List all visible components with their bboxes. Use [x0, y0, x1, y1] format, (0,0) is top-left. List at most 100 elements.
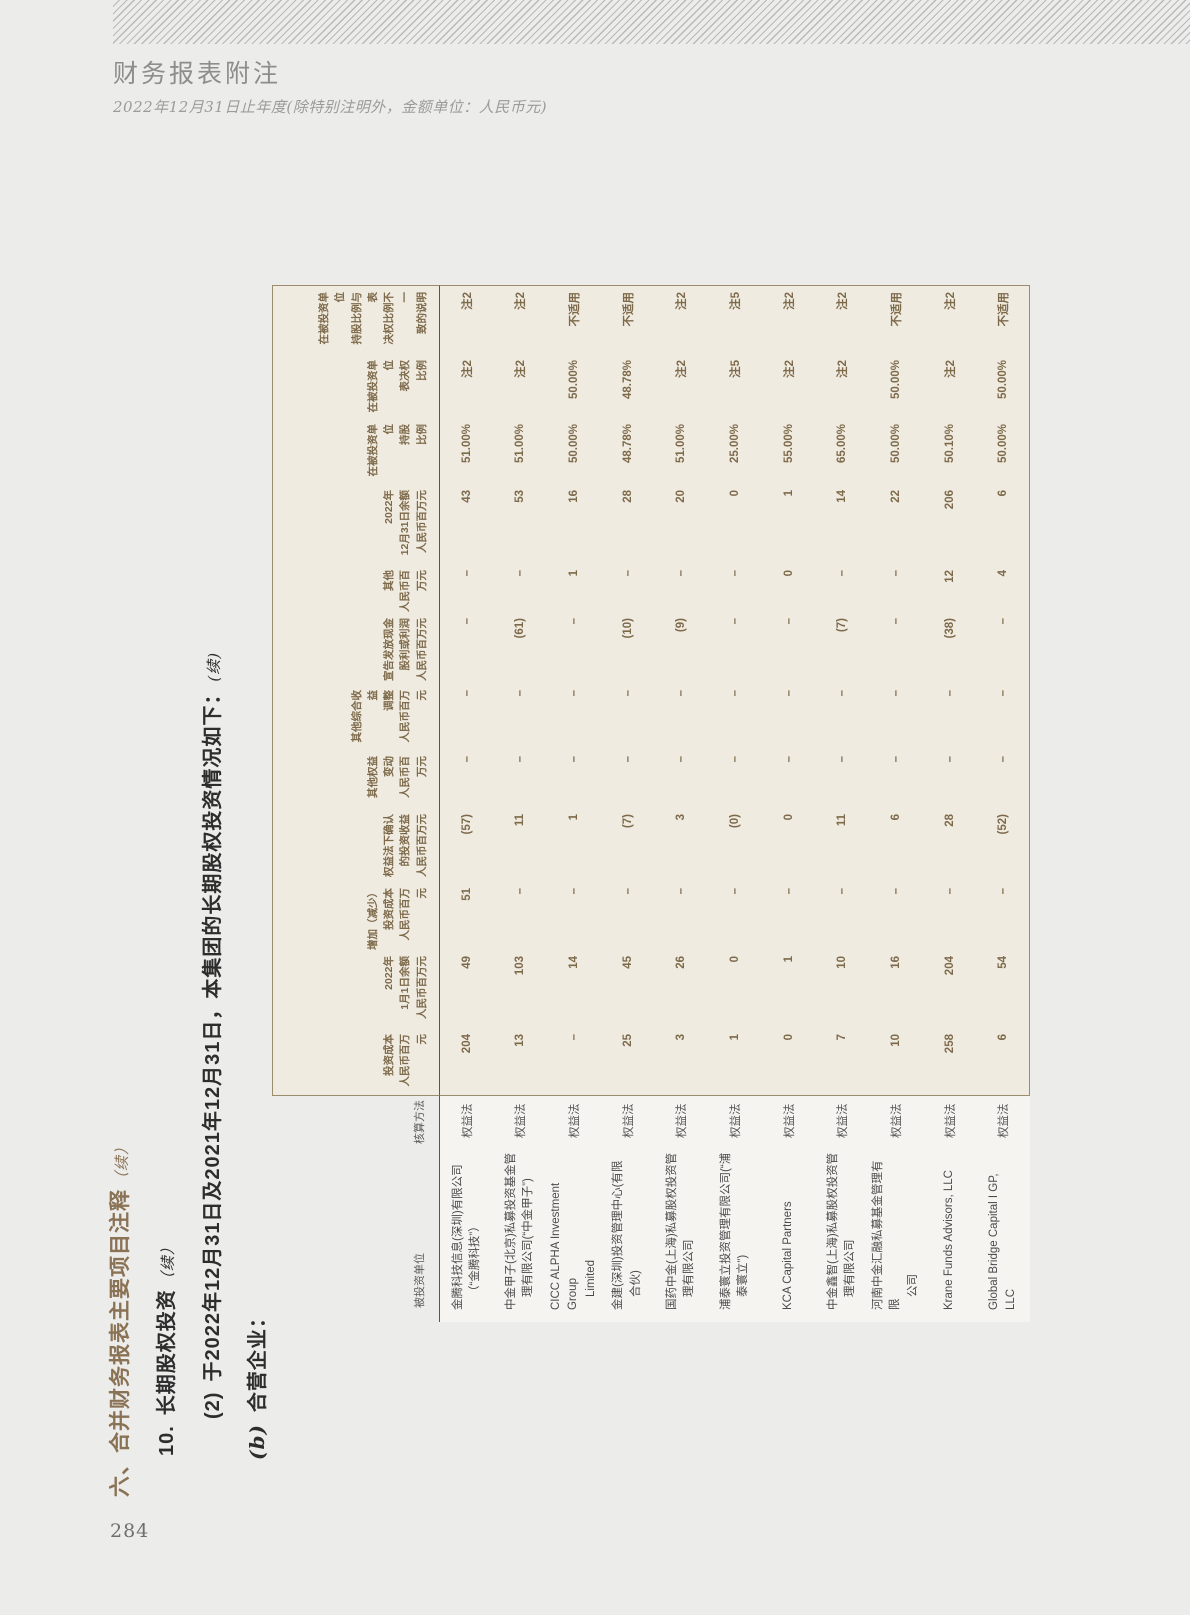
- accounting-method-cell: 权益法: [761, 1096, 816, 1152]
- column-header-line: 在被投资单位: [366, 360, 396, 413]
- cell-value: –: [460, 756, 473, 763]
- column-header-line: 宣告发放现金: [383, 618, 396, 681]
- cell-value: (52): [996, 814, 1009, 835]
- value-cell-share_pct: 51.00%: [440, 418, 494, 484]
- cell-value: 48.78%: [621, 360, 634, 400]
- value-cell-add_cost: –: [547, 882, 601, 950]
- table-grid: 被投资单位 核算方法 投资成本 人民币百万元 2022年 1月1日余额 人民币百万元 增加（减…: [272, 285, 1030, 1322]
- value-cell-close_bal: 20: [654, 484, 709, 564]
- cell-value: –: [728, 756, 741, 763]
- section-heading-number: (b): [245, 1424, 269, 1460]
- value-cell-share_pct: 50.00%: [547, 418, 601, 484]
- cell-value: 注2: [676, 360, 689, 378]
- cell-value: 50.00%: [568, 360, 581, 400]
- cell-value: (7): [621, 814, 634, 829]
- value-cell-vote_pct: 注2: [654, 354, 709, 418]
- value-cell-add_cost: 51: [440, 882, 494, 950]
- accounting-method-cell: 权益法: [440, 1096, 494, 1152]
- accounting-method-value: 权益法: [944, 1103, 957, 1139]
- investee-name-cell: CICC ALPHA Investment Group Limited: [547, 1152, 601, 1322]
- value-cell-oth_eq: –: [815, 750, 870, 808]
- value-cell-oth_eq: –: [600, 750, 655, 808]
- column-header-line: 人民币百万元: [399, 690, 428, 743]
- investee-name-line: 河南中金汇融私募基金管理有限: [872, 1160, 902, 1311]
- value-cell-close_bal: 14: [815, 484, 870, 564]
- section-heading-level2: 10. 长期股权投资（续）: [150, 1239, 179, 1456]
- value-cell-eq_income: 0: [761, 808, 816, 882]
- cell-value: 51.00%: [675, 424, 688, 464]
- value-cell-vote_pct: 注2: [440, 354, 494, 418]
- cell-value: 50.00%: [889, 360, 902, 400]
- cell-value: –: [996, 618, 1009, 625]
- cell-value: –: [996, 888, 1009, 895]
- cell-value: 注2: [944, 292, 957, 310]
- column-header-line: 人民币百万元: [399, 570, 428, 612]
- column-header-line: 的投资收益: [399, 814, 412, 867]
- value-cell-dividend: –: [976, 612, 1030, 684]
- accounting-method-value: 权益法: [515, 1103, 528, 1139]
- cell-value: –: [460, 570, 473, 577]
- value-cell-cost: 258: [922, 1028, 977, 1096]
- investee-name-line: 公司: [906, 1274, 919, 1297]
- value-cell-cost: 3: [654, 1028, 709, 1096]
- value-cell-share_pct: 48.78%: [600, 418, 655, 484]
- cell-value: (7): [836, 618, 849, 633]
- cell-value: –: [728, 618, 741, 625]
- cell-value: 11: [836, 814, 849, 827]
- value-cell-open_bal: 0: [708, 950, 762, 1028]
- cell-value: 注2: [783, 292, 796, 310]
- accounting-method-cell: 权益法: [654, 1096, 709, 1152]
- value-cell-vote_pct: 注2: [493, 354, 548, 418]
- value-cell-oth_eq: –: [869, 750, 923, 808]
- column-header-dividend: 宣告发放现金 股利或利润 人民币百万元: [272, 612, 440, 684]
- cell-value: 14: [836, 490, 849, 503]
- column-header-oth_eq: 其他权益变动 人民币百万元: [272, 750, 440, 808]
- column-header-cost: 投资成本 人民币百万元: [272, 1028, 440, 1096]
- section-heading-continued: （续）: [159, 1239, 177, 1288]
- column-header-line: 人民币百万元: [399, 888, 428, 941]
- value-cell-open_bal: 26: [654, 950, 709, 1028]
- accounting-method-cell: 权益法: [976, 1096, 1030, 1152]
- value-cell-oci_adj: –: [440, 684, 494, 750]
- cell-value: –: [675, 570, 688, 577]
- section-heading-level1: 六、合并财务报表主要项目注释 （续）: [104, 1139, 134, 1497]
- cell-value: 28: [943, 814, 956, 827]
- value-cell-add_cost: –: [600, 882, 655, 950]
- page-number: 284: [110, 1520, 150, 1542]
- cell-value: 14: [568, 956, 581, 969]
- accounting-method-value: 权益法: [569, 1103, 582, 1139]
- cell-value: –: [782, 888, 795, 895]
- investee-name-cell: 浦泰寰立投资管理有限公司(“浦 泰寰立”): [708, 1152, 762, 1322]
- cell-value: –: [568, 756, 581, 763]
- value-cell-add_cost: –: [976, 882, 1030, 950]
- column-header-line: 人民币百万元: [399, 756, 428, 798]
- column-header-vote_pct: 在被投资单位 表决权 比例: [272, 354, 440, 418]
- value-cell-other: –: [815, 564, 870, 612]
- cell-value: 204: [460, 1034, 473, 1054]
- column-header-close_bal: 2022年 12月31日余额 人民币百万元: [272, 484, 440, 564]
- value-cell-eq_income: (57): [440, 808, 494, 882]
- cell-value: –: [621, 570, 634, 577]
- value-cell-dividend: –: [440, 612, 494, 684]
- investee-name-line: 理有限公司: [844, 1239, 857, 1298]
- accounting-method-cell: 权益法: [708, 1096, 762, 1152]
- column-header-line: 其他综合收益: [350, 690, 379, 743]
- value-cell-open_bal: 103: [493, 950, 548, 1028]
- section-heading-number: (2): [202, 1391, 224, 1419]
- value-cell-cost: 25: [600, 1028, 655, 1096]
- investee-name-cell: Global Bridge Capital I GP, LLC: [976, 1152, 1030, 1322]
- value-cell-vote_pct: 注5: [708, 354, 762, 418]
- value-cell-other: 12: [922, 564, 977, 612]
- cell-value: –: [568, 690, 581, 697]
- cell-value: 注2: [944, 360, 957, 378]
- value-cell-cost: 204: [440, 1028, 494, 1096]
- value-cell-close_bal: 0: [708, 484, 762, 564]
- value-cell-oci_adj: –: [922, 684, 977, 750]
- investee-name-line: Krane Funds Advisors, LLC: [942, 1170, 955, 1310]
- cell-value: –: [621, 756, 634, 763]
- value-cell-close_bal: 6: [976, 484, 1030, 564]
- value-cell-other: 1: [547, 564, 601, 612]
- cell-value: –: [996, 756, 1009, 763]
- cell-value: –: [675, 690, 688, 697]
- cell-value: 注2: [783, 360, 796, 378]
